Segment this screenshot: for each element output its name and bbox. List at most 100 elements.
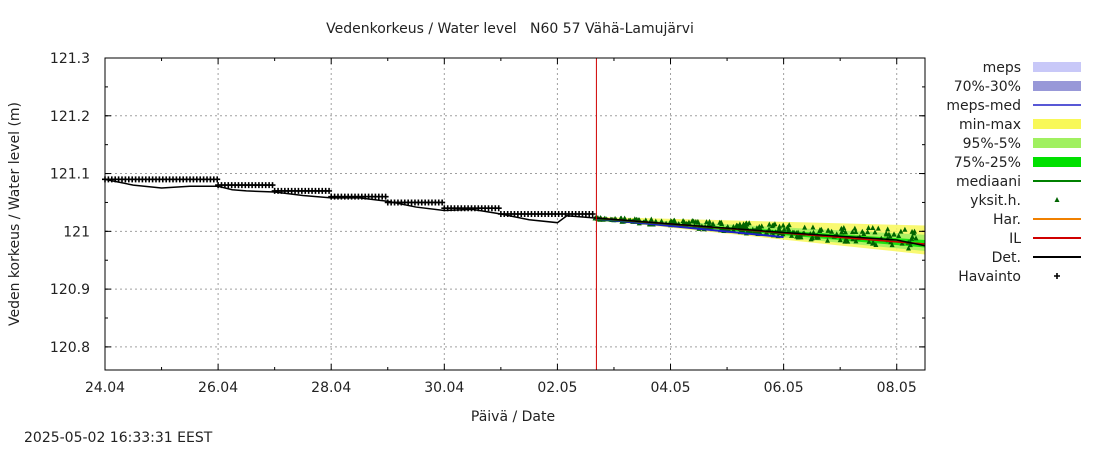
y-axis-label: Veden korkeus / Water level (m)	[7, 102, 23, 326]
y-tick-label: 120.8	[50, 340, 90, 356]
legend-plus	[1054, 273, 1060, 279]
x-axis-label: Päivä / Date	[471, 409, 555, 425]
member-point	[837, 237, 843, 243]
observation-point	[326, 187, 333, 194]
x-tick-label: 02.05	[537, 380, 577, 396]
x-tick-label: 06.05	[764, 380, 804, 396]
legend-swatch	[1033, 119, 1081, 129]
member-point	[865, 229, 871, 235]
member-point	[680, 217, 686, 223]
x-axis-ticks: 24.04 26.04 28.04 30.04 02.05 04.05 06.05 08.05	[85, 58, 917, 396]
member-point	[852, 225, 858, 231]
legend-label: min-max	[959, 117, 1021, 133]
member-point	[810, 224, 816, 230]
member-point	[648, 217, 654, 223]
observations	[102, 176, 596, 217]
legend-swatch	[1033, 81, 1081, 91]
member-point	[885, 226, 891, 232]
member-point	[889, 242, 895, 248]
member-point	[789, 232, 795, 238]
member-point	[781, 226, 787, 232]
member-point	[866, 238, 872, 244]
x-tick-label: 08.05	[877, 380, 917, 396]
plot-frame	[104, 57, 926, 371]
member-point	[825, 227, 831, 233]
member-point	[909, 234, 915, 240]
legend-swatch	[1033, 62, 1081, 72]
member-point	[883, 231, 889, 237]
legend-label: Havainto	[958, 269, 1021, 285]
observation-point	[439, 199, 446, 206]
member-point	[870, 224, 876, 230]
legend-label: 75%-25%	[954, 155, 1021, 171]
member-point	[695, 218, 701, 224]
observation-point	[214, 176, 221, 183]
observation-point	[382, 193, 389, 200]
member-point	[734, 222, 740, 228]
member-point	[766, 221, 772, 227]
legend-swatch	[1033, 157, 1081, 167]
member-point	[776, 226, 782, 232]
member-point	[730, 223, 736, 229]
member-point	[859, 228, 865, 234]
member-point	[891, 231, 897, 237]
member-point	[784, 224, 790, 230]
member-point	[913, 235, 919, 241]
legend-swatch	[1033, 138, 1081, 148]
member-point	[810, 229, 816, 235]
member-point	[875, 225, 881, 231]
member-point	[911, 228, 917, 234]
member-point	[772, 221, 778, 227]
member-point	[802, 224, 808, 230]
legend-label: Det.	[992, 250, 1021, 266]
member-point	[719, 221, 725, 227]
legend-label: yksit.h.	[970, 193, 1021, 209]
member-point	[902, 226, 908, 232]
member-point	[689, 218, 695, 224]
member-point	[825, 237, 831, 243]
member-point	[738, 224, 744, 230]
generated-timestamp: 2025-05-02 16:33:31 EEST	[24, 430, 213, 446]
member-point	[817, 227, 823, 233]
x-tick-label: 04.05	[650, 380, 690, 396]
member-point	[873, 242, 879, 248]
member-point	[849, 229, 855, 235]
legend: meps 70%-30% meps-med min-max 95%-5% 75%-25% m…	[946, 60, 1081, 285]
member-point	[710, 221, 716, 227]
legend-label: meps-med	[946, 98, 1021, 114]
x-tick-label: 24.04	[85, 380, 125, 396]
y-tick-label: 121.1	[50, 167, 90, 183]
member-point	[671, 219, 677, 225]
member-point	[808, 236, 814, 242]
observation-point	[589, 211, 596, 217]
member-point	[776, 223, 782, 229]
member-point	[834, 231, 840, 237]
y-tick-label: 120.9	[50, 282, 90, 298]
member-point	[838, 225, 844, 231]
member-point	[659, 218, 665, 224]
member-point	[829, 228, 835, 234]
member-point	[756, 225, 762, 231]
member-point	[794, 233, 800, 239]
member-point	[870, 240, 876, 246]
y-axis-ticks: 121.3 121.2 121.1 121 120.9 120.8	[50, 51, 925, 356]
member-point	[898, 228, 904, 234]
legend-label: mediaani	[956, 174, 1021, 190]
legend-label: meps	[983, 60, 1021, 76]
member-point	[843, 236, 849, 242]
observation-point	[269, 182, 276, 189]
y-tick-label: 121.2	[50, 109, 90, 125]
observation-point	[495, 205, 502, 212]
legend-label: 95%-5%	[963, 136, 1021, 152]
member-point	[741, 221, 747, 227]
chart-title: Vedenkorkeus / Water level N60 57 Vähä-L…	[326, 21, 694, 37]
member-point	[899, 240, 905, 246]
x-tick-label: 26.04	[198, 380, 238, 396]
legend-label: 70%-30%	[954, 79, 1021, 95]
member-point	[706, 221, 712, 227]
legend-triangle	[1054, 197, 1060, 202]
x-tick-label: 28.04	[311, 380, 351, 396]
member-point	[853, 229, 859, 235]
member-point	[842, 229, 848, 235]
